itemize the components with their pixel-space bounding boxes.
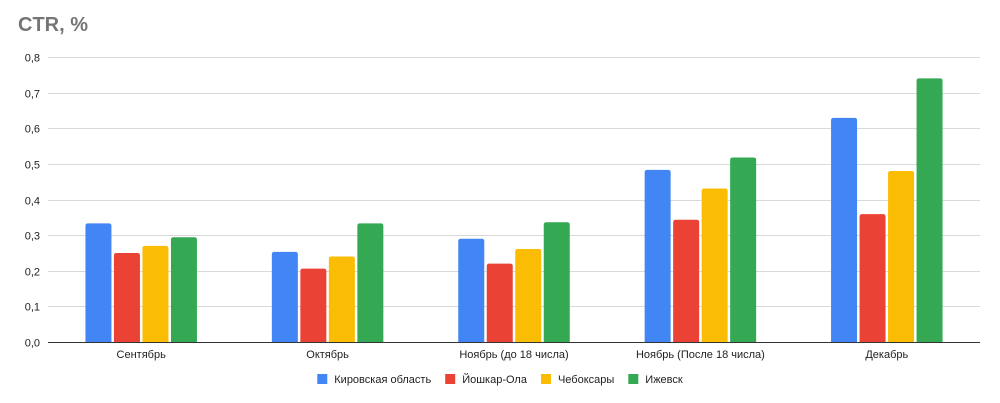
x-category-label: Сентябрь <box>117 349 167 361</box>
x-category-label: Ноябрь (до 18 числа) <box>459 349 568 361</box>
y-tick-label: 0,3 <box>25 231 40 243</box>
x-category-label: Ноябрь (После 18 числа) <box>636 349 765 361</box>
bar-1-2 <box>271 251 298 342</box>
legend-label-2: Йошкар-Ола <box>462 373 528 386</box>
y-tick-label: 0,5 <box>25 160 40 172</box>
bar-2-4 <box>673 219 700 342</box>
x-category-label: Октябрь <box>306 349 349 361</box>
bar-3-4 <box>701 188 728 342</box>
bar-4-3 <box>543 222 570 342</box>
legend-swatch-1 <box>317 374 328 384</box>
bar-1-5 <box>831 117 858 342</box>
y-tick-label: 0,0 <box>25 338 40 350</box>
chart-title: CTR, % <box>18 14 88 36</box>
bar-4-2 <box>357 223 384 342</box>
legend-swatch-3 <box>540 374 551 384</box>
x-category-label: Декабрь <box>865 349 908 361</box>
bar-4-5 <box>916 78 943 342</box>
legend-label-4: Ижевск <box>645 374 683 386</box>
bar-1-3 <box>458 238 485 342</box>
y-tick-label: 0,6 <box>25 124 40 136</box>
legend-label-3: Чебоксары <box>558 374 614 386</box>
bar-2-2 <box>300 268 327 342</box>
legend-swatch-4 <box>628 374 639 384</box>
bar-2-1 <box>113 252 140 342</box>
gridlines <box>48 57 980 343</box>
y-tick-label: 0,8 <box>25 53 40 65</box>
bar-4-4 <box>730 157 757 342</box>
y-tick-label: 0,2 <box>25 267 40 279</box>
bar-1-1 <box>85 223 112 342</box>
bar-3-5 <box>888 171 915 342</box>
bar-3-1 <box>142 245 169 342</box>
x-axis-labels: Сентябрь Октябрь Ноябрь (до 18 числа) Ноябр… <box>117 349 909 361</box>
bar-3-3 <box>515 249 542 342</box>
y-tick-label: 0,4 <box>25 196 40 208</box>
y-tick-label: 0,7 <box>25 89 40 101</box>
bar-1-4 <box>644 169 671 342</box>
bar-3-2 <box>328 256 355 342</box>
y-tick-label: 0,1 <box>25 302 40 314</box>
bars <box>85 78 943 342</box>
legend-swatch-2 <box>445 374 456 384</box>
legend: Кировская область Йошкар-Ола Чебоксары Ижев… <box>317 373 683 386</box>
y-axis-ticks: 0,0 0,1 0,2 0,3 0,4 0,5 0,6 0,7 0,8 <box>25 53 40 350</box>
bar-2-3 <box>486 263 513 342</box>
bar-2-5 <box>859 214 886 342</box>
bar-4-1 <box>170 237 197 342</box>
legend-label-1: Кировская область <box>334 374 431 386</box>
